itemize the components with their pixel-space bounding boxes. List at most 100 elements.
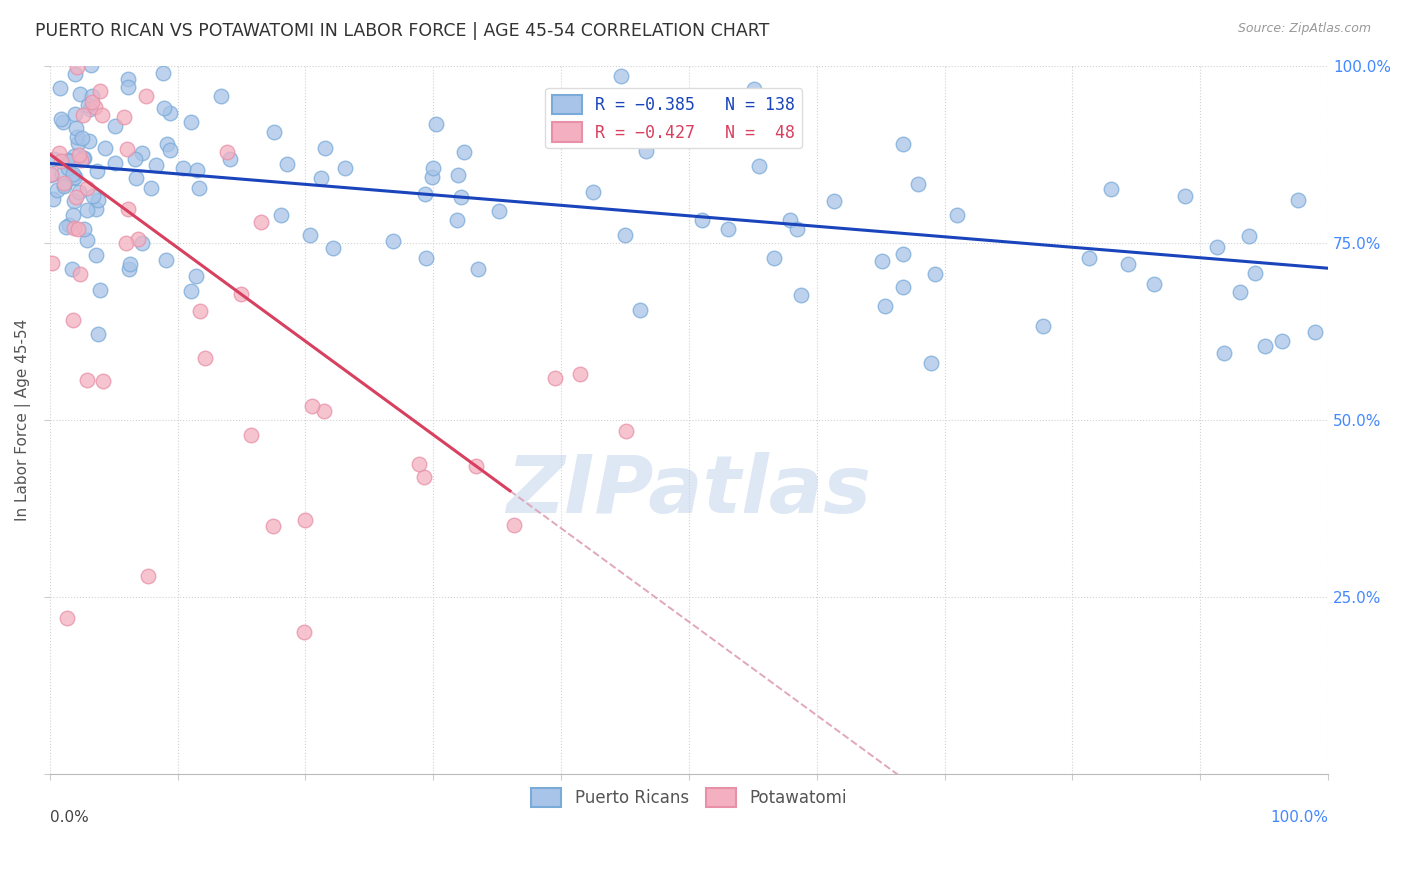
Y-axis label: In Labor Force | Age 45-54: In Labor Force | Age 45-54 (15, 318, 31, 521)
Point (872, 254, 894, 268)
Point (63, 149, 86, 163)
Point (568, 367, 591, 381)
Point (82, 188, 104, 202)
Point (55, 219, 77, 234)
Point (73, 151, 96, 165)
Point (42, 45, 65, 59)
Point (217, 145, 239, 160)
Point (1213, 345, 1236, 359)
Point (70, 153, 93, 167)
Point (51, 167, 73, 181)
Point (263, 125, 285, 139)
Point (127, 232, 149, 246)
Point (41, 255, 63, 269)
Point (39, 168, 62, 182)
Point (131, 146, 153, 161)
Point (155, 253, 177, 268)
Point (465, 458, 488, 473)
Text: PUERTO RICAN VS POTAWATOMI IN LABOR FORCE | AGE 45-54 CORRELATION CHART: PUERTO RICAN VS POTAWATOMI IN LABOR FORC… (35, 22, 769, 40)
Point (262, 519, 284, 533)
Point (65, 190, 87, 204)
Point (415, 251, 437, 265)
Point (503, 518, 526, 533)
Point (1286, 193, 1309, 207)
Point (1254, 339, 1277, 353)
Point (240, 428, 263, 442)
Point (690, 213, 713, 227)
Point (58, 161, 80, 176)
Point (187, 180, 209, 194)
Point (664, 120, 686, 135)
Point (229, 287, 252, 301)
Point (630, 302, 652, 317)
Point (117, 72, 139, 87)
Text: ZIPatlas: ZIPatlas (506, 451, 872, 530)
Point (84, 247, 107, 261)
Point (152, 66, 174, 80)
Point (72, 107, 94, 121)
Point (124, 152, 146, 166)
Point (1032, 318, 1054, 333)
Point (39, 167, 62, 181)
Point (112, 111, 135, 125)
Point (488, 203, 510, 218)
Point (52, 179, 75, 194)
Point (48, 145, 70, 160)
Point (762, 252, 785, 266)
Point (136, 568, 159, 582)
Point (131, 235, 153, 250)
Point (67, 186, 90, 200)
Point (453, 145, 475, 159)
Point (70, 130, 93, 145)
Point (79, 102, 101, 116)
Point (62, 194, 84, 208)
Point (117, 80, 139, 95)
Point (322, 241, 344, 255)
Point (172, 161, 194, 176)
Point (823, 194, 845, 209)
Point (893, 136, 915, 151)
Text: 0.0%: 0.0% (49, 810, 89, 824)
Point (1237, 229, 1260, 244)
Text: 100.0%: 100.0% (1270, 810, 1329, 824)
Point (139, 181, 162, 195)
Point (219, 153, 242, 167)
Point (446, 213, 468, 227)
Point (184, 268, 207, 283)
Point (80, 58, 103, 72)
Point (748, 159, 770, 173)
Point (118, 258, 141, 272)
Point (62, 313, 84, 327)
Point (582, 185, 605, 199)
Point (77, 97, 100, 112)
Point (77, 135, 100, 149)
Point (65, 106, 87, 120)
Point (314, 141, 336, 155)
Point (66, 222, 89, 236)
Point (180, 114, 202, 128)
Point (301, 399, 323, 413)
Point (309, 170, 332, 185)
Point (89, 84, 111, 98)
Point (276, 157, 298, 171)
Point (135, 89, 157, 103)
Point (270, 208, 292, 222)
Point (156, 136, 179, 151)
Point (1078, 252, 1101, 266)
Point (188, 303, 211, 318)
Point (333, 161, 356, 175)
Point (45, 183, 67, 197)
Point (194, 351, 217, 366)
Point (209, 89, 232, 103)
Point (63, 220, 86, 235)
Point (636, 144, 658, 158)
Point (1174, 189, 1197, 203)
Point (117, 143, 139, 157)
Point (80, 89, 103, 103)
Text: Source: ZipAtlas.com: Source: ZipAtlas.com (1237, 22, 1371, 36)
Point (118, 262, 141, 277)
Point (72, 152, 94, 166)
Point (891, 247, 914, 261)
Point (873, 299, 896, 313)
Point (53, 178, 76, 192)
